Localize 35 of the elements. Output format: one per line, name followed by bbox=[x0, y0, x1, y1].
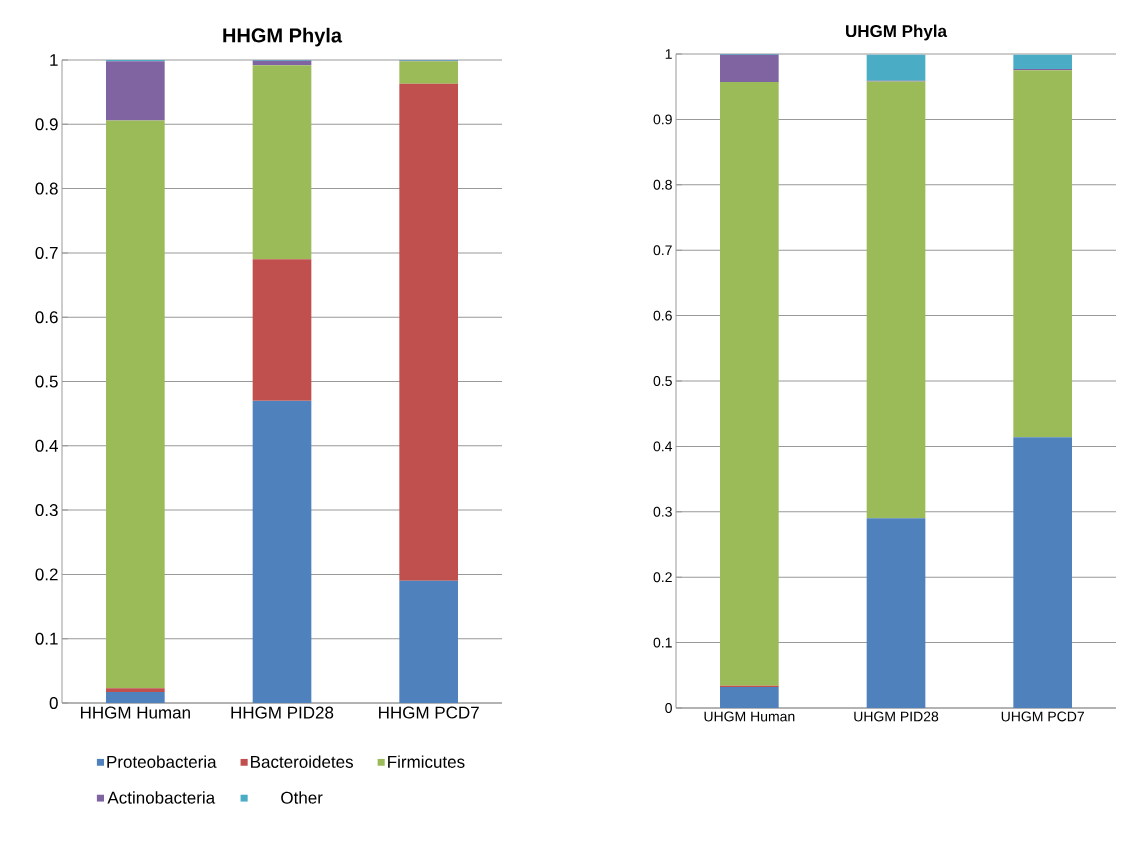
y-tick-label: 0.9 bbox=[35, 118, 58, 131]
y-tick-label: 0.4 bbox=[35, 439, 58, 452]
y-tick-label: 0.7 bbox=[35, 246, 58, 259]
y-tick-label: 0.5 bbox=[653, 376, 672, 386]
x-tick-label: UHGM Human bbox=[704, 711, 795, 722]
y-tick-label: 0.6 bbox=[653, 310, 672, 321]
legend-label: Firmicutes bbox=[388, 755, 465, 768]
x-tick-label: HHGM Human bbox=[81, 706, 190, 719]
y-tick-label: 0.7 bbox=[653, 245, 672, 256]
y-tick-label: 1 bbox=[50, 54, 58, 66]
y-tick-label: 0.1 bbox=[35, 632, 58, 645]
x-tick-label: UHGM PID28 bbox=[854, 711, 939, 722]
y-tick-label: 0.4 bbox=[653, 441, 673, 452]
y-tick-label: 0 bbox=[49, 696, 58, 710]
chart-title: HHGM Phyla bbox=[223, 27, 343, 47]
y-tick-label: 0.6 bbox=[35, 311, 58, 324]
y-tick-label: 0.2 bbox=[35, 568, 58, 581]
x-tick-label: HHGM PID28 bbox=[231, 706, 334, 719]
x-tick-label: UHGM PCD7 bbox=[1001, 711, 1084, 722]
legend-label: Actinobacteria bbox=[107, 791, 216, 804]
y-tick-label: 0 bbox=[665, 703, 672, 713]
y-tick-label: 0.3 bbox=[35, 504, 58, 517]
y-tick-label: 0.8 bbox=[35, 182, 58, 195]
chart-title: UHGM Phyla bbox=[846, 24, 948, 41]
y-tick-label: 0.2 bbox=[653, 572, 672, 583]
legend-label: Bacteroidetes bbox=[251, 755, 353, 768]
y-tick-label: 0.1 bbox=[653, 637, 672, 648]
y-tick-label: 0.5 bbox=[35, 375, 58, 388]
y-tick-label: 0.3 bbox=[653, 506, 672, 517]
y-tick-label: 1 bbox=[665, 49, 672, 59]
legend-label: Other bbox=[281, 791, 323, 804]
y-tick-label: 0.9 bbox=[653, 114, 672, 125]
legend-label: Proteobacteria bbox=[107, 755, 217, 768]
x-tick-label: HHGM PCD7 bbox=[379, 706, 479, 719]
y-tick-label: 0.8 bbox=[653, 179, 672, 190]
